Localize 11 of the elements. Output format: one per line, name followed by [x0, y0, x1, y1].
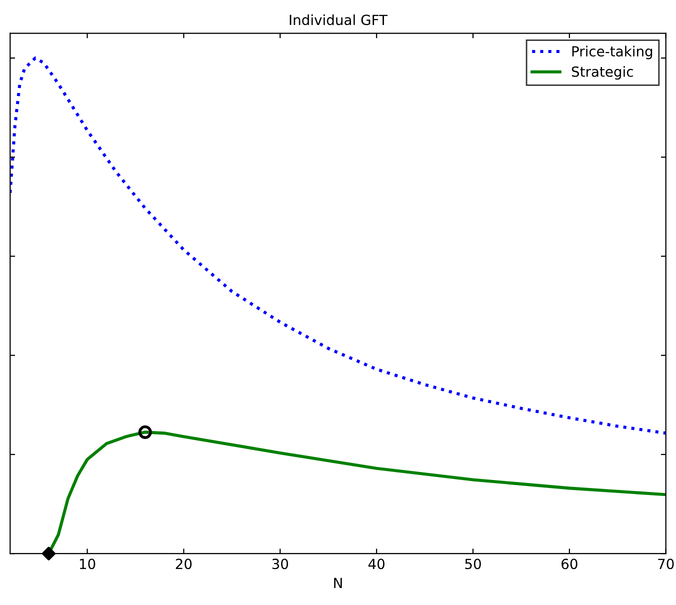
x-tick-label: 30: [272, 558, 288, 570]
x-tick-label: 20: [176, 558, 192, 570]
x-tick-label: 40: [368, 558, 384, 570]
x-tick-label: 70: [658, 558, 674, 570]
x-tick-label: 50: [465, 558, 481, 570]
legend-label: Price-taking: [572, 46, 652, 60]
legend-label: Strategic: [572, 66, 633, 80]
x-tick-label: 10: [80, 558, 96, 570]
x-tick-label: 60: [562, 558, 578, 570]
chart-title: Individual GFT: [290, 14, 388, 26]
x-axis-title: N: [334, 578, 342, 588]
